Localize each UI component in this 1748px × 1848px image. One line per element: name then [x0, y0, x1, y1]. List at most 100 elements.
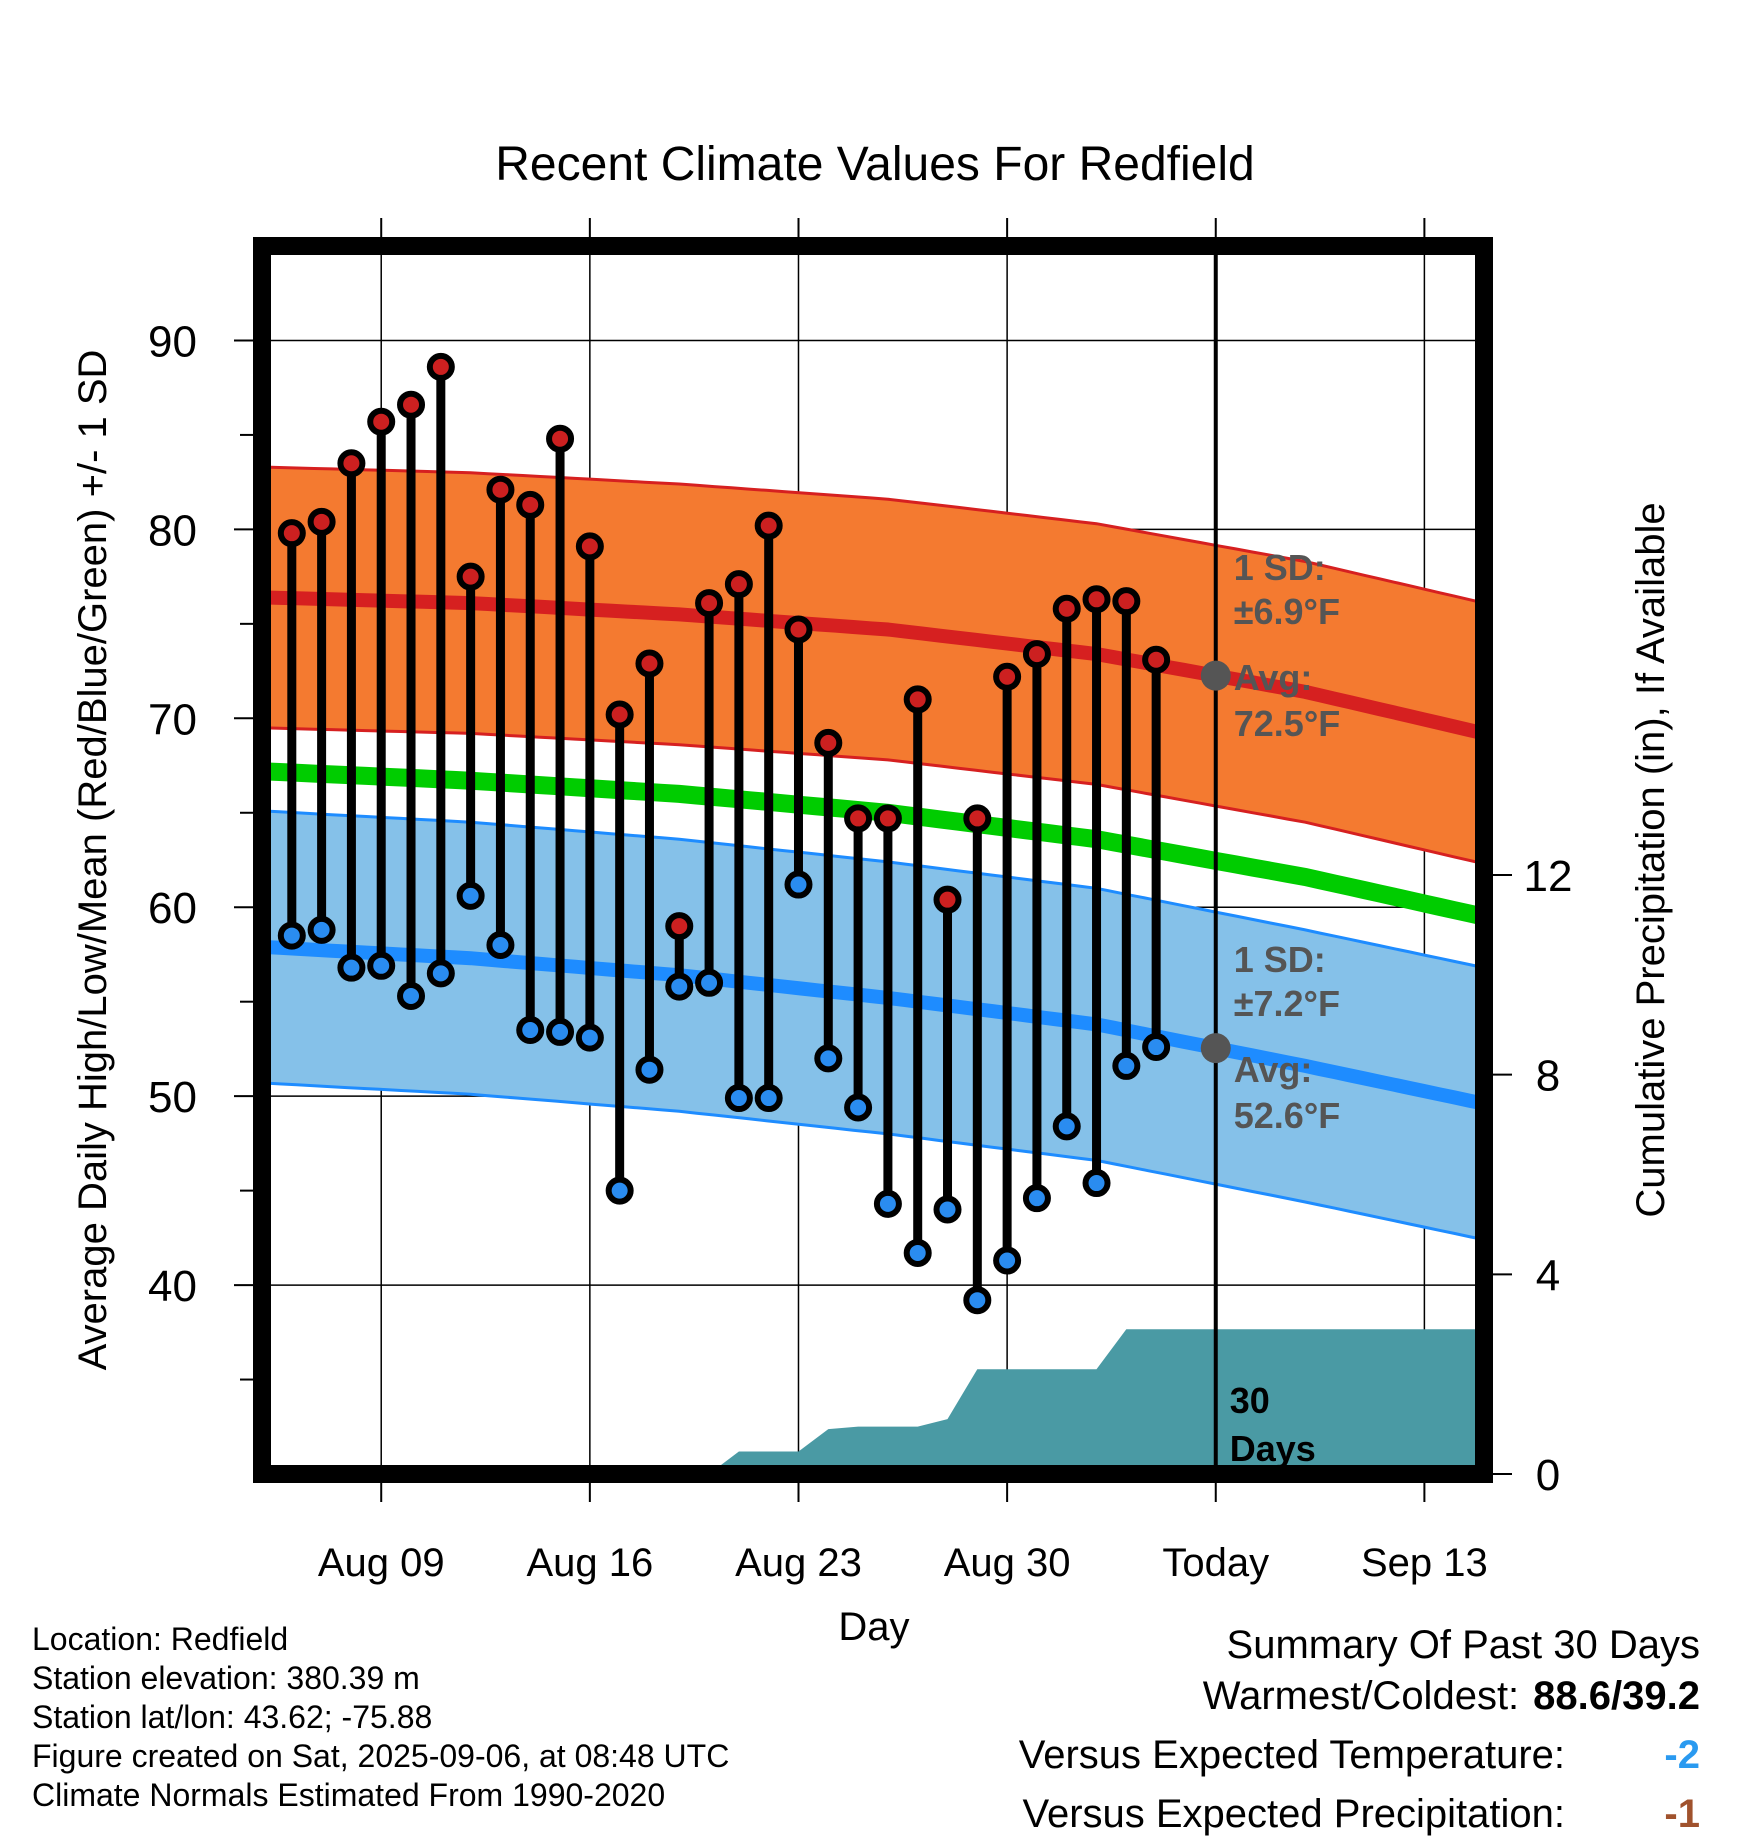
daily-low-point: [903, 1238, 932, 1267]
daily-low-point: [1112, 1051, 1141, 1080]
x-tick-label: Sep 13: [1361, 1541, 1488, 1585]
daily-low-point: [456, 881, 485, 910]
daily-high-point: [963, 804, 992, 833]
daily-low-point: [724, 1084, 753, 1113]
daily-low-point: [337, 953, 366, 982]
daily-high-point: [754, 511, 783, 540]
high-avg-label: Avg:: [1234, 657, 1313, 698]
high-sd-upper-line: [262, 465, 1484, 605]
y-tick-label: 50: [148, 1073, 197, 1122]
daily-low-point: [695, 968, 724, 997]
daily-high-point: [635, 649, 664, 678]
daily-high-point: [516, 490, 545, 519]
y2-tick-label: 4: [1536, 1251, 1560, 1300]
low-avg-value: 52.6°F: [1234, 1095, 1340, 1136]
latlon-text: Station lat/lon: 43.62; -75.88: [32, 1699, 433, 1735]
daily-high-point: [486, 475, 515, 504]
y-tick-label: 40: [148, 1262, 197, 1311]
precip-compare-row: Versus Expected Precipitation: -1: [940, 1789, 1700, 1848]
daily-low-point: [516, 1016, 545, 1045]
daily-low-point: [784, 870, 813, 899]
y-tick-label: 90: [148, 317, 197, 366]
high-avg-value: 72.5°F: [1234, 703, 1340, 744]
daily-high-point: [575, 532, 604, 561]
daily-low-point: [635, 1055, 664, 1084]
y2-tick-label: 0: [1536, 1451, 1560, 1500]
daily-low-point: [1052, 1112, 1081, 1141]
daily-low-point: [1022, 1184, 1051, 1213]
x-tick-label: Aug 09: [318, 1541, 445, 1585]
daily-high-point: [1022, 640, 1051, 669]
warm-cold-value: 88.6/39.2: [1533, 1674, 1700, 1718]
daily-low-point: [933, 1195, 962, 1224]
x-tick-label: Aug 30: [944, 1541, 1071, 1585]
precip-area-group: [262, 1329, 1484, 1474]
daily-low-point: [993, 1246, 1022, 1275]
x-tick-label: Today: [1162, 1541, 1269, 1585]
daily-low-point: [754, 1084, 783, 1113]
daily-high-point: [814, 728, 843, 757]
daily-high-point: [873, 804, 902, 833]
daily-high-point: [1112, 587, 1141, 616]
daily-low-point: [486, 931, 515, 960]
daily-low-point: [963, 1286, 992, 1315]
today-high-avg-dot: [1200, 660, 1231, 691]
low-avg-label: Avg:: [1234, 1049, 1313, 1090]
normals-text: Climate Normals Estimated From 1990-2020: [32, 1777, 666, 1813]
x-axis-label: Day: [838, 1605, 909, 1649]
window-unit-label: Days: [1230, 1428, 1316, 1469]
y2-axis-label: Cumulative Precipitation (in), If Availa…: [1629, 502, 1673, 1217]
high-sd-value: ±6.9°F: [1234, 591, 1340, 632]
elevation-text: Station elevation: 380.39 m: [32, 1660, 420, 1696]
daily-low-point: [397, 982, 426, 1011]
plot-frame: [253, 237, 1493, 1483]
daily-low-point: [873, 1189, 902, 1218]
x-tick-label: Aug 23: [735, 1541, 862, 1585]
daily-high-point: [724, 570, 753, 599]
daily-low-point: [575, 1023, 604, 1052]
y-tick-label: 70: [148, 695, 197, 744]
high-sd-label: 1 SD:: [1234, 547, 1326, 588]
created-text: Figure created on Sat, 2025-09-06, at 08…: [32, 1738, 730, 1774]
daily-high-point: [1142, 645, 1171, 674]
daily-high-point: [1082, 585, 1111, 614]
daily-low-point: [1082, 1169, 1111, 1198]
y-tick-label: 80: [148, 506, 197, 555]
daily-high-point: [456, 562, 485, 591]
axes-group: Aug 09 Aug 16 Aug 23 Aug 30 Today Sep 1340506…: [148, 218, 1572, 1585]
daily-high-point: [367, 407, 396, 436]
warm-cold-label: Warmest/Coldest:: [1202, 1674, 1520, 1718]
y2-tick-label: 12: [1524, 852, 1573, 901]
daily-high-point: [993, 662, 1022, 691]
daily-high-point: [695, 589, 724, 618]
daily-low-point: [1142, 1033, 1171, 1062]
low-sd-label: 1 SD:: [1234, 939, 1326, 980]
daily-low-point: [307, 915, 336, 944]
daily-high-point: [784, 615, 813, 644]
low-sd-band: [262, 810, 1484, 1240]
daily-high-point: [844, 804, 873, 833]
high-sd-band: [262, 467, 1484, 864]
y2-tick-label: 8: [1536, 1052, 1560, 1101]
daily-high-point: [546, 424, 575, 453]
daily-high-point: [605, 700, 634, 729]
daily-low-point: [367, 951, 396, 980]
today-low-avg-dot: [1200, 1033, 1231, 1064]
daily-low-point: [844, 1093, 873, 1122]
y-axis-label: Average Daily High/Low/Mean (Red/Blue/Gr…: [71, 350, 115, 1371]
daily-range-group: [277, 352, 1171, 1315]
precip-compare-label: Versus Expected Precipitation:: [1022, 1792, 1565, 1836]
daily-high-point: [337, 449, 366, 478]
daily-high-point: [426, 352, 455, 381]
normal-bands: [262, 465, 1484, 1242]
station-info: Location: Redfield Station elevation: 38…: [32, 1620, 932, 1815]
daily-low-point: [277, 921, 306, 950]
daily-low-point: [605, 1176, 634, 1205]
warm-cold-row: Warmest/Coldest: 88.6/39.2: [940, 1671, 1700, 1730]
window-count-label: 30: [1230, 1380, 1270, 1421]
summary-panel: Summary Of Past 30 Days Warmest/Coldest:…: [940, 1620, 1700, 1848]
daily-high-point: [1052, 594, 1081, 623]
daily-high-point: [277, 519, 306, 548]
daily-low-point: [665, 972, 694, 1001]
